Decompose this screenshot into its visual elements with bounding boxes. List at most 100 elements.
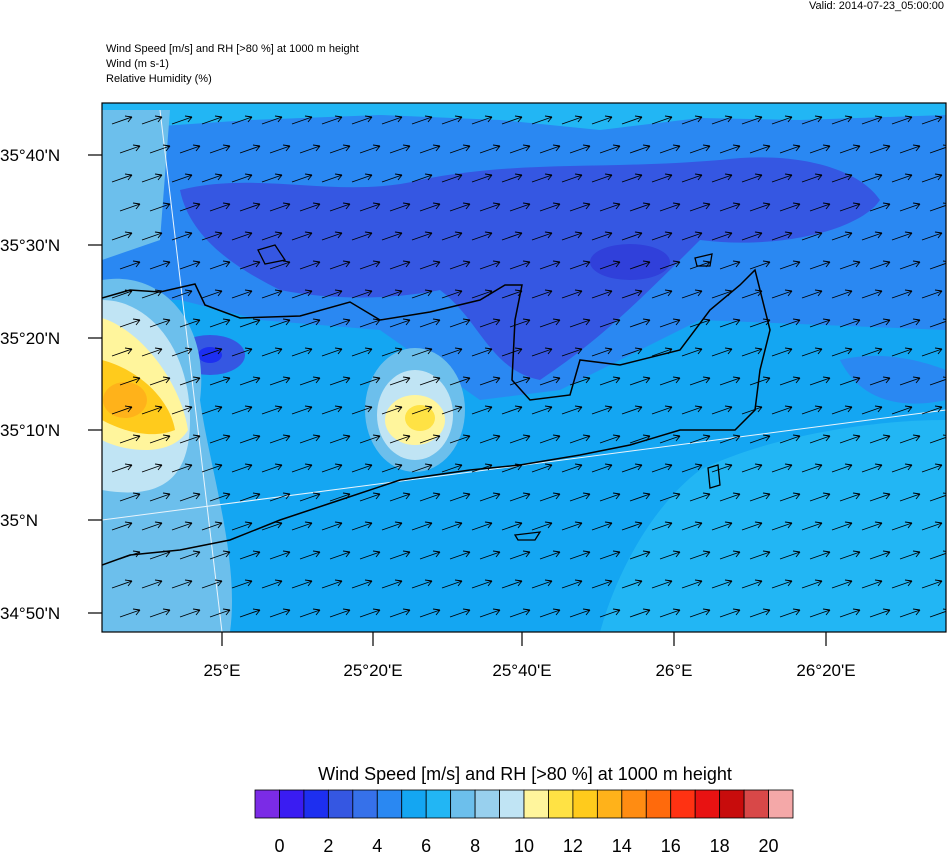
- wind-arrow: [179, 434, 201, 444]
- wind-arrow: [471, 347, 493, 357]
- wind-arrow: [539, 492, 561, 502]
- wind-arrow: [741, 579, 763, 589]
- wind-arrow: [351, 405, 373, 415]
- wind-arrow: [921, 347, 943, 357]
- wind-arrow: [471, 289, 493, 299]
- valid-time: Valid: 2014-07-23_05:00:00: [809, 0, 944, 12]
- wind-arrow: [831, 347, 853, 357]
- wind-arrow: [591, 231, 613, 241]
- wind-arrow: [569, 202, 591, 212]
- wind-arrow: [561, 231, 583, 241]
- wind-arrow: [891, 521, 913, 531]
- wind-arrow: [689, 608, 711, 618]
- wind-arrow: [771, 463, 793, 473]
- wind-arrow: [561, 173, 583, 183]
- wind-arrow: [351, 463, 373, 473]
- wind-arrow: [479, 608, 501, 618]
- colorbar-box: [694, 789, 721, 819]
- wind-arrow: [899, 434, 921, 444]
- wind-arrow: [719, 144, 741, 154]
- wind-arrow: [419, 318, 441, 328]
- wind-arrow: [599, 202, 621, 212]
- wind-arrow: [269, 434, 291, 444]
- coastline: [707, 464, 721, 489]
- wind-arrow: [149, 202, 171, 212]
- wind-arrow: [411, 347, 433, 357]
- wind-arrow: [839, 376, 861, 386]
- wind-arrow: [231, 289, 253, 299]
- wind-arrow: [359, 318, 381, 328]
- wind-arrow: [831, 231, 853, 241]
- wind-arrow: [441, 289, 463, 299]
- wind-arrow: [299, 318, 321, 328]
- wind-arrow: [861, 405, 883, 415]
- wind-arrow: [509, 608, 531, 618]
- wind-arrow: [299, 550, 321, 560]
- wind-arrow: [899, 144, 921, 154]
- wind-arrow: [561, 463, 583, 473]
- wind-arrow: [921, 173, 943, 183]
- wind-arrow: [539, 550, 561, 560]
- wind-arrow: [801, 289, 823, 299]
- wind-arrow: [509, 318, 531, 328]
- wind-arrow: [171, 115, 193, 125]
- wind-arrow: [141, 231, 163, 241]
- wind-arrow: [801, 173, 823, 183]
- wind-arrow: [329, 144, 351, 154]
- wind-arrow: [291, 463, 313, 473]
- lon-label: 25°E: [203, 661, 240, 680]
- wind-arrow: [831, 289, 853, 299]
- wind-arrow: [561, 521, 583, 531]
- wind-arrow: [291, 579, 313, 589]
- wind-arrow: [201, 289, 223, 299]
- wind-arrow: [741, 115, 763, 125]
- wind-arrow: [629, 550, 651, 560]
- wind-arrow: [479, 550, 501, 560]
- wind-arrow: [651, 115, 673, 125]
- wind-arrow: [711, 521, 733, 531]
- wind-arrow: [809, 260, 831, 270]
- wind-arrow: [741, 289, 763, 299]
- colorbar-label: 20: [759, 836, 779, 854]
- wind-arrows: [111, 115, 946, 618]
- wind-arrow: [149, 550, 171, 560]
- wind-arrow: [771, 173, 793, 183]
- wind-arrow: [389, 550, 411, 560]
- wind-arrow: [861, 289, 883, 299]
- wind-arrow: [501, 405, 523, 415]
- wind-arrow: [231, 173, 253, 183]
- wind-arrow: [741, 521, 763, 531]
- wind-arrow: [209, 318, 231, 328]
- wind-arrow: [621, 405, 643, 415]
- field-zone: [600, 420, 946, 632]
- wind-arrow: [119, 550, 141, 560]
- wind-arrow: [291, 115, 313, 125]
- wind-arrow: [299, 260, 321, 270]
- wind-arrow: [771, 405, 793, 415]
- wind-arrow: [839, 144, 861, 154]
- wind-arrow: [419, 550, 441, 560]
- colorbar-box: [474, 789, 500, 819]
- wind-arrow: [209, 434, 231, 444]
- wind-arrow: [629, 202, 651, 212]
- wind-arrow: [741, 231, 763, 241]
- wind-arrow: [591, 405, 613, 415]
- coastline: [694, 253, 713, 267]
- wind-arrow: [209, 376, 231, 386]
- wind-arrow: [809, 434, 831, 444]
- wind-arrow: [659, 434, 681, 444]
- wind-arrow: [621, 463, 643, 473]
- wind-arrow: [809, 318, 831, 328]
- wind-arrow: [509, 144, 531, 154]
- wind-arrow: [471, 115, 493, 125]
- wind-arrow: [719, 492, 741, 502]
- wind-arrow: [689, 144, 711, 154]
- wind-arrow: [921, 289, 943, 299]
- wind-arrow: [291, 347, 313, 357]
- wind-arrow: [179, 376, 201, 386]
- wind-arrow: [471, 463, 493, 473]
- wind-arrow: [149, 434, 171, 444]
- wind-arrow: [621, 289, 643, 299]
- wind-arrow: [779, 144, 801, 154]
- wind-arrow: [299, 608, 321, 618]
